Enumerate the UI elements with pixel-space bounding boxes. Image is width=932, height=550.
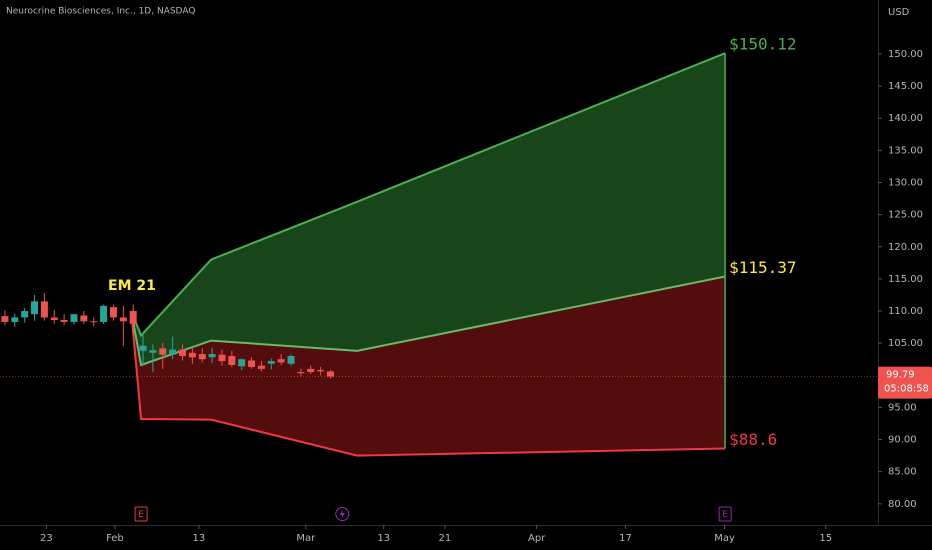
candle-body bbox=[70, 314, 78, 322]
band-annotation: $115.37 bbox=[729, 258, 796, 277]
candle-body bbox=[50, 317, 58, 321]
em-label: EM 21 bbox=[108, 278, 156, 294]
x-tick-label: May bbox=[714, 533, 735, 544]
x-tick-label: 13 bbox=[193, 533, 206, 544]
event-label: E bbox=[138, 510, 144, 520]
price-tag-countdown: 05:08:58 bbox=[884, 384, 929, 395]
x-tick-label: Mar bbox=[296, 533, 316, 544]
band-line bbox=[130, 275, 726, 367]
y-tick-label: 90.00 bbox=[888, 435, 917, 446]
candle-body bbox=[60, 320, 68, 322]
candle-body bbox=[218, 354, 226, 362]
y-tick-label: 125.00 bbox=[888, 210, 923, 221]
candle-body bbox=[208, 354, 216, 358]
event-label: E bbox=[722, 510, 728, 520]
y-tick-label: 115.00 bbox=[888, 274, 923, 285]
band-area bbox=[131, 53, 726, 365]
candle-body bbox=[149, 350, 157, 353]
candle-body bbox=[1, 316, 9, 322]
y-tick-label: 95.00 bbox=[888, 402, 917, 413]
y-tick-label: 120.00 bbox=[888, 242, 923, 253]
candle-body bbox=[139, 345, 147, 351]
candle-body bbox=[169, 349, 177, 355]
candle-body bbox=[40, 301, 48, 318]
currency-label: USD bbox=[888, 7, 910, 18]
candle-body bbox=[287, 355, 295, 364]
candle-body bbox=[257, 365, 265, 369]
candle-body bbox=[179, 349, 187, 356]
y-tick-label: 105.00 bbox=[888, 338, 923, 349]
candle-body bbox=[307, 368, 315, 373]
candle-body bbox=[317, 370, 325, 372]
x-tick-label: 21 bbox=[439, 533, 452, 544]
candle-body bbox=[326, 371, 334, 377]
x-tick-label: 15 bbox=[819, 533, 832, 544]
candle-body bbox=[228, 355, 236, 365]
y-tick-label: 140.00 bbox=[888, 113, 923, 124]
price-tag-value: 99.79 bbox=[886, 370, 915, 381]
y-tick-label: 150.00 bbox=[888, 49, 923, 60]
x-tick-label: 17 bbox=[619, 533, 632, 544]
band-line bbox=[130, 52, 726, 338]
candle-body bbox=[90, 321, 98, 323]
candle-body bbox=[21, 311, 29, 318]
y-tick-label: 85.00 bbox=[888, 467, 917, 478]
x-tick-label: Apr bbox=[528, 533, 546, 544]
x-tick-label: Feb bbox=[106, 533, 124, 544]
band-annotation: $150.12 bbox=[729, 35, 796, 54]
candle-body bbox=[80, 315, 88, 322]
candle-body bbox=[129, 311, 137, 324]
candle-body bbox=[109, 307, 117, 318]
candle-body bbox=[267, 361, 275, 364]
event-marker bbox=[335, 507, 350, 521]
event-marker bbox=[718, 506, 732, 522]
candle-body bbox=[119, 317, 127, 322]
candle-body bbox=[297, 372, 305, 374]
candle-body bbox=[248, 360, 256, 367]
candle-body bbox=[277, 359, 285, 363]
candle-body bbox=[188, 352, 196, 358]
band-line bbox=[130, 310, 726, 457]
x-tick-label: 23 bbox=[40, 533, 53, 544]
event-icon bbox=[339, 509, 345, 519]
band-annotation: $88.6 bbox=[729, 430, 777, 449]
candle-body bbox=[31, 301, 39, 315]
y-tick-label: 110.00 bbox=[888, 306, 923, 317]
chart-title: Neurocrine Biosciences, Inc., 1D, NASDAQ bbox=[6, 7, 195, 17]
candle-body bbox=[198, 354, 206, 360]
y-tick-label: 130.00 bbox=[888, 177, 923, 188]
price-tag bbox=[878, 366, 932, 399]
y-tick-label: 135.00 bbox=[888, 145, 923, 156]
event-marker bbox=[134, 506, 148, 522]
y-tick-label: 145.00 bbox=[888, 81, 923, 92]
y-tick-label: 80.00 bbox=[888, 499, 917, 510]
candle-body bbox=[238, 359, 246, 367]
candle-body bbox=[100, 305, 108, 322]
x-tick-label: 13 bbox=[377, 533, 390, 544]
candle-body bbox=[11, 317, 19, 322]
candle-body bbox=[159, 348, 167, 355]
band-area bbox=[131, 276, 726, 456]
